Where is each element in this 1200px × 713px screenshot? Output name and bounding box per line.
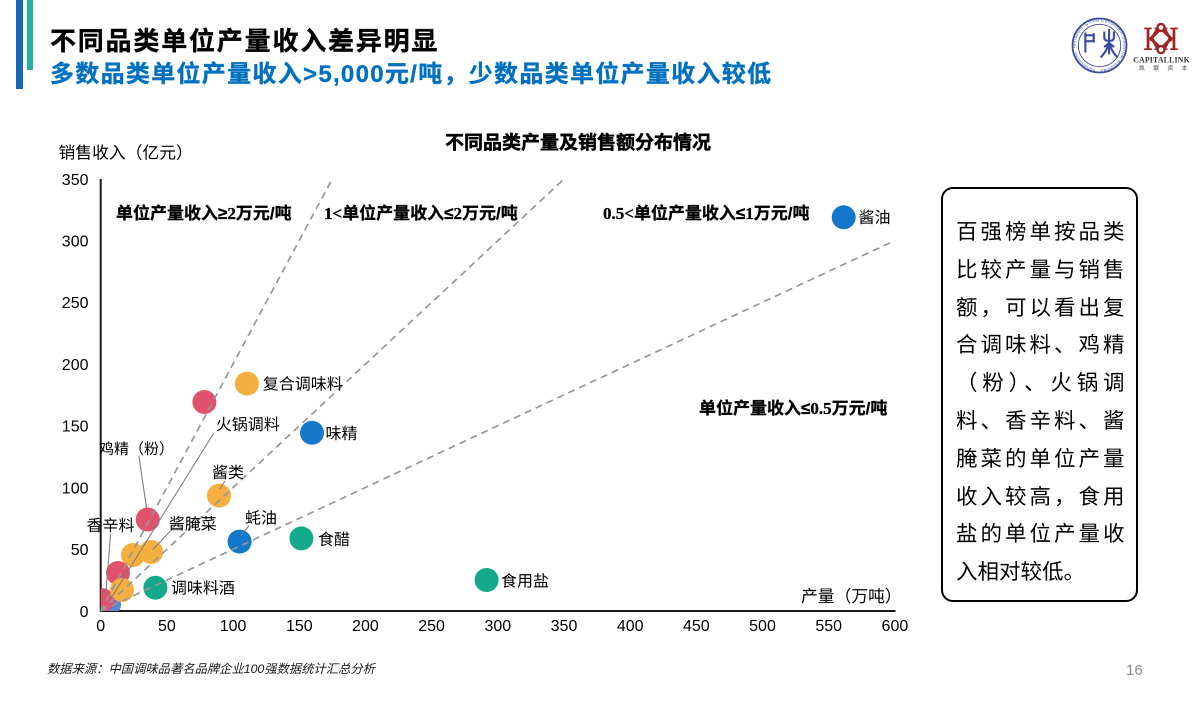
- svg-text:CAPITALLINK: CAPITALLINK: [1133, 56, 1190, 65]
- svg-text:200: 200: [352, 618, 379, 635]
- svg-text:0: 0: [80, 604, 89, 621]
- svg-text:复合调味料: 复合调味料: [263, 376, 343, 394]
- svg-text:调味料酒: 调味料酒: [171, 580, 235, 598]
- svg-text:500: 500: [749, 618, 776, 635]
- svg-text:350: 350: [62, 172, 89, 189]
- svg-text:酱油: 酱油: [859, 209, 891, 227]
- svg-text:450: 450: [683, 618, 710, 635]
- svg-text:香辛料: 香辛料: [87, 517, 135, 535]
- svg-text:200: 200: [62, 357, 89, 374]
- svg-text:300: 300: [484, 618, 511, 635]
- svg-text:酱腌菜: 酱腌菜: [169, 516, 217, 534]
- svg-text:1<单位产量收入≤2万元/吨: 1<单位产量收入≤2万元/吨: [324, 204, 518, 223]
- svg-text:单位产量收入≥2万元/吨: 单位产量收入≥2万元/吨: [116, 204, 292, 223]
- svg-text:100: 100: [62, 480, 89, 497]
- svg-text:400: 400: [617, 618, 644, 635]
- svg-text:150: 150: [286, 618, 313, 635]
- svg-text:味精: 味精: [326, 425, 358, 443]
- svg-text:250: 250: [418, 618, 445, 635]
- svg-text:酱类: 酱类: [212, 464, 244, 482]
- svg-text:产量（万吨）: 产量（万吨）: [801, 587, 902, 606]
- svg-text:150: 150: [62, 419, 89, 436]
- svg-text:销售收入（亿元）: 销售收入（亿元）: [59, 144, 193, 163]
- svg-text:100: 100: [220, 618, 247, 635]
- svg-text:蚝油: 蚝油: [245, 510, 277, 528]
- svg-text:250: 250: [62, 295, 89, 312]
- svg-text:600: 600: [882, 618, 909, 635]
- svg-text:550: 550: [815, 618, 842, 635]
- svg-text:单位产量收入≤0.5万元/吨: 单位产量收入≤0.5万元/吨: [699, 399, 887, 418]
- svg-text:凯联资本: 凯联资本: [1139, 65, 1196, 72]
- svg-text:0: 0: [96, 618, 105, 635]
- svg-text:50: 50: [158, 618, 176, 635]
- svg-text:350: 350: [551, 618, 578, 635]
- svg-text:0.5<单位产量收入≤1万元/吨: 0.5<单位产量收入≤1万元/吨: [603, 204, 810, 223]
- svg-text:鸡精（粉）: 鸡精（粉）: [99, 441, 174, 458]
- svg-text:食用盐: 食用盐: [501, 573, 549, 591]
- svg-text:食醋: 食醋: [318, 531, 350, 549]
- svg-text:火锅调料: 火锅调料: [216, 416, 280, 434]
- svg-text:300: 300: [62, 233, 89, 250]
- svg-text:不同品类产量及销售额分布情况: 不同品类产量及销售额分布情况: [445, 132, 711, 154]
- svg-text:50: 50: [71, 542, 89, 559]
